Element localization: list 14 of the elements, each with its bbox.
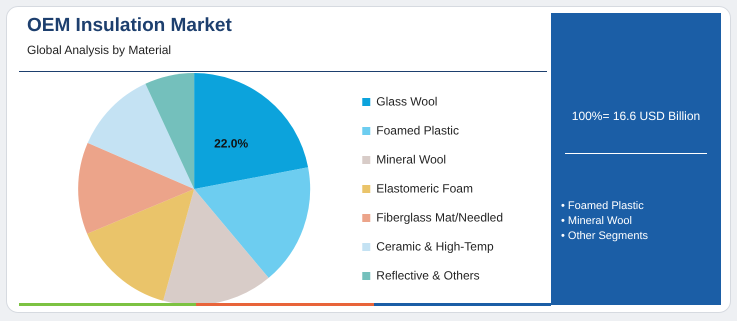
text: • Other Segments [561,230,648,242]
legend-label: Glass Wool [376,94,438,108]
chart-title: OEM Insulation Market [27,15,232,37]
legend-label: Foamed Plastic [376,123,459,138]
legend-label: Fiberglass Mat/Needled [376,210,504,224]
text: • Foamed Plastic [561,200,644,212]
data-label: 22.0% [214,136,248,151]
text: • Mineral Wool [561,215,632,227]
chart-subtitle: Global Analysis by Material [27,43,172,57]
text: 100%= 16.6 USD Billion [570,109,702,123]
legend-label: Reflective & Others [376,268,480,282]
legend-label: Elastomeric Foam [376,181,473,196]
legend-label: Ceramic & High-Temp [376,239,494,254]
legend-label: Mineral Wool [376,152,446,166]
